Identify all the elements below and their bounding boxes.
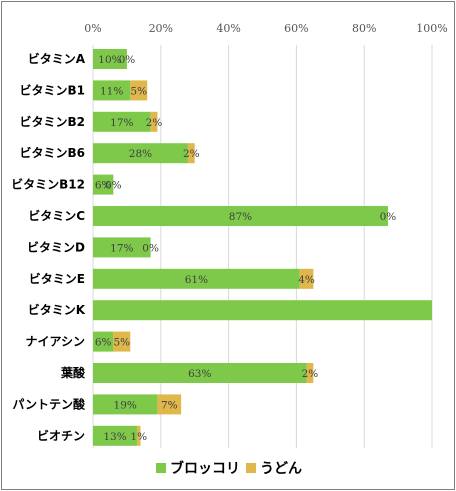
data-label: 6% (95, 180, 112, 192)
bar-segment-broccoli (93, 237, 151, 258)
data-label: 13% (103, 431, 126, 443)
bar-segment-broccoli (93, 143, 188, 164)
legend-label-udon: うどん (260, 461, 302, 477)
data-label: 19% (114, 399, 137, 411)
legend-label-broccoli: ブロッコリ (170, 460, 240, 477)
bar-segment-broccoli (93, 300, 432, 321)
category-label: ナイアシン (25, 335, 85, 349)
x-tick-label: 80% (352, 22, 376, 35)
bar-segment-broccoli (93, 174, 114, 195)
category-label: ビタミンA (28, 51, 86, 66)
category-label: 葉酸 (60, 365, 86, 380)
x-tick-label: 40% (216, 22, 240, 35)
category-label: ビタミンK (28, 302, 86, 317)
bar-segment-broccoli (93, 111, 151, 132)
data-label: 2% (302, 368, 319, 380)
data-label: 0% (119, 54, 136, 66)
x-tick-label: 60% (284, 22, 308, 35)
category-label: ビタミンB1 (20, 82, 86, 97)
data-labels: 10%0%11% 5%17% 2%28% 2%6%0%87% 0%17% 0%61% 4%6… (95, 54, 396, 443)
data-label: 6% (95, 337, 112, 349)
data-label: 2% (146, 117, 163, 129)
category-label: パントテン酸 (12, 396, 86, 411)
bar-segment-broccoli (93, 331, 114, 352)
category-label: ビオチン (37, 428, 85, 443)
bar-segment-udon (187, 143, 195, 164)
data-label: 0% (142, 242, 159, 254)
bar-segment-broccoli (93, 425, 138, 446)
legend-swatch-udon (246, 463, 256, 473)
bar-segment-udon (130, 80, 148, 101)
bar-segment-udon (306, 363, 314, 383)
bar-segment-udon (299, 268, 314, 289)
data-label: 5% (130, 85, 147, 97)
data-label: 5% (113, 337, 130, 349)
bar-segment-broccoli (93, 80, 131, 101)
data-label: 87% (229, 211, 252, 223)
x-tick-label: 0% (84, 22, 101, 35)
category-label: ビタミンD (27, 239, 85, 254)
data-label: 0% (105, 180, 122, 192)
data-label: 17% (110, 117, 133, 129)
bar-segment-broccoli (93, 363, 307, 383)
x-tick-label: 100% (416, 22, 447, 35)
bar-segment-broccoli (93, 206, 388, 226)
bar-segment-broccoli (93, 394, 158, 415)
data-label: 61% (185, 274, 208, 286)
category-label: ビタミンB2 (20, 114, 86, 129)
legend-swatch-broccoli (156, 463, 166, 473)
category-label: ビタミンC (28, 208, 85, 223)
category-label: ビタミンB6 (20, 145, 86, 160)
x-axis-ticks: 0% 20% 40% 60% 80% 100% (84, 22, 447, 35)
category-labels: ビタミンA ビタミンB1 ビタミンB2 ビタミンB6 ビタミンB12 ビタミンC ビタミンD… (11, 51, 86, 443)
category-label: ビタミンE (29, 271, 85, 286)
bar-segment-broccoli (93, 49, 127, 69)
bars (93, 49, 432, 446)
data-label: 2% (183, 148, 200, 160)
bar-segment-udon (113, 331, 131, 352)
data-label: 4% (298, 274, 315, 286)
data-label: 7% (161, 399, 178, 411)
bar-segment-udon (137, 425, 141, 446)
x-tick-label: 20% (149, 22, 173, 35)
data-label: 10% (98, 54, 121, 66)
data-label: 28% (129, 148, 152, 160)
category-label: ビタミンB12 (11, 177, 85, 192)
data-label: 1% (130, 431, 147, 443)
data-label: 63% (188, 368, 211, 380)
bar-segment-broccoli (93, 268, 300, 289)
data-label: 11% (100, 85, 123, 97)
data-label: 17% (110, 242, 133, 254)
bar-segment-udon (157, 394, 182, 415)
legend: ブロッコリ うどん (156, 460, 302, 477)
data-label: 0% (380, 211, 397, 223)
bar-segment-udon (150, 111, 158, 132)
